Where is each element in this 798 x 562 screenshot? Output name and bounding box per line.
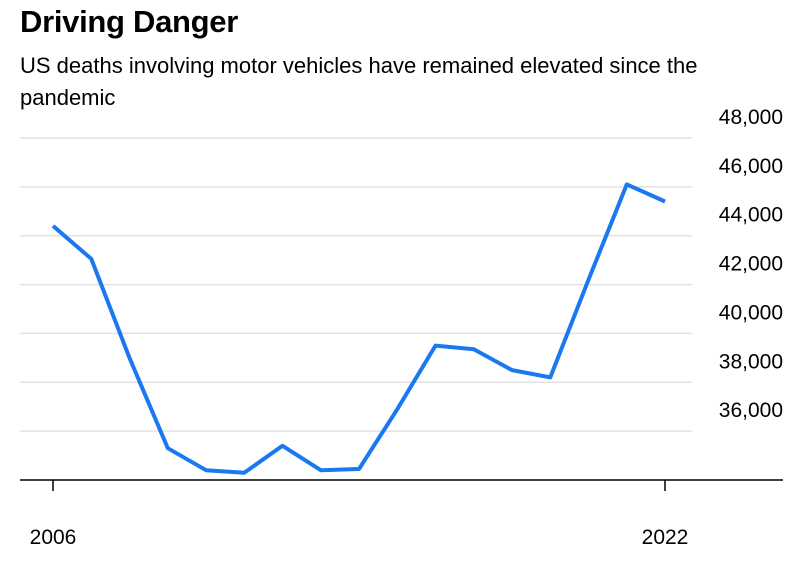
x-tick-label: 2022 <box>642 526 689 549</box>
series-line <box>51 182 666 475</box>
grid-lines <box>20 137 692 432</box>
series-layer <box>51 182 666 475</box>
y-tick-label: 46,000 <box>719 155 783 178</box>
chart-subtitle: US deaths involving motor vehicles have … <box>20 53 698 110</box>
y-tick-label: 36,000 <box>719 399 783 422</box>
x-tick-label: 2006 <box>30 526 77 549</box>
y-tick-label: 48,000 <box>719 106 783 129</box>
x-axis <box>20 479 783 491</box>
y-tick-label: 42,000 <box>719 253 783 276</box>
y-axis-labels: 36,000 38,000 40,000 42,000 44,000 46,000 48,0… <box>719 106 783 422</box>
y-tick-label: 40,000 <box>719 301 783 324</box>
x-axis-labels: 2006 2022 <box>30 526 689 549</box>
chart-title: Driving Danger <box>20 4 239 39</box>
y-tick-label: 44,000 <box>719 204 783 227</box>
y-tick-label: 38,000 <box>719 350 783 373</box>
